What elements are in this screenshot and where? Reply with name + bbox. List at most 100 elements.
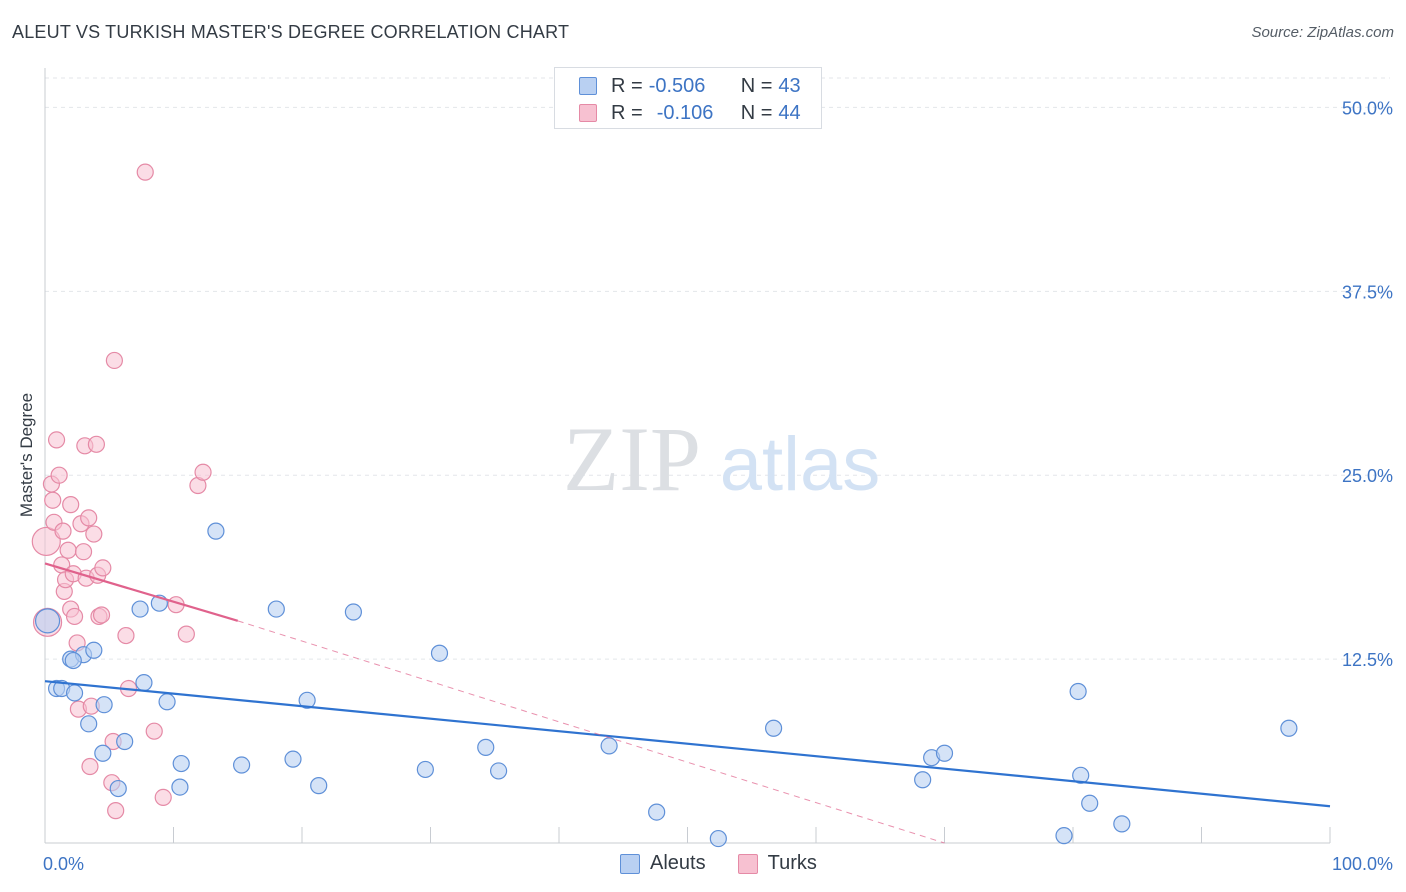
turk-point bbox=[65, 607, 84, 626]
aleuts-points bbox=[34, 522, 1298, 848]
aleut-point bbox=[284, 750, 302, 768]
legend-row-aleuts: R = -0.506 N = 43 bbox=[579, 72, 801, 100]
aleut-point bbox=[135, 674, 153, 692]
aleut-point bbox=[1072, 766, 1090, 784]
turk-point bbox=[177, 625, 195, 643]
r-label: R = bbox=[611, 101, 643, 124]
aleuts-n-value: 43 bbox=[778, 74, 801, 97]
aleut-point bbox=[1069, 682, 1087, 701]
turk-point bbox=[154, 788, 172, 806]
turks-trend-line bbox=[44, 562, 239, 622]
turk-point bbox=[194, 463, 212, 481]
aleut-point bbox=[95, 696, 113, 714]
aleut-point bbox=[64, 651, 82, 670]
y-tick-label: 12.5% bbox=[1342, 650, 1393, 670]
aleut-point bbox=[1113, 815, 1131, 833]
aleut-point bbox=[80, 715, 98, 733]
aleut-point bbox=[116, 732, 134, 751]
axes bbox=[44, 68, 1331, 844]
aleut-point bbox=[65, 684, 84, 702]
aleut-point bbox=[85, 641, 103, 659]
aleuts-swatch bbox=[579, 77, 597, 95]
turks-r-value: -0.106 bbox=[656, 101, 714, 124]
legend-item-aleuts[interactable]: Aleuts bbox=[620, 852, 706, 875]
watermark-zip: ZIP bbox=[563, 408, 701, 510]
chart-title: ALEUT VS TURKISH MASTER'S DEGREE CORRELA… bbox=[12, 22, 570, 42]
aleut-point bbox=[109, 779, 127, 798]
aleut-point bbox=[1081, 794, 1099, 812]
turk-point bbox=[117, 626, 135, 645]
turks-n-value: 44 bbox=[778, 101, 801, 124]
turk-point bbox=[59, 541, 77, 559]
aleut-point bbox=[648, 803, 666, 821]
trend-lines bbox=[44, 562, 1331, 844]
aleuts-label: Aleuts bbox=[650, 852, 706, 874]
turk-point bbox=[145, 722, 163, 740]
aleut-point bbox=[131, 600, 149, 618]
aleut-point bbox=[1055, 827, 1073, 845]
aleut-point bbox=[1280, 719, 1298, 737]
aleuts-swatch bbox=[620, 853, 640, 874]
turks-swatch bbox=[579, 104, 597, 122]
aleut-point bbox=[914, 771, 932, 789]
aleut-point bbox=[709, 829, 727, 848]
aleut-point bbox=[233, 756, 251, 774]
turks-points bbox=[31, 163, 212, 820]
x-tick-label: 0.0% bbox=[43, 854, 84, 874]
aleut-point bbox=[344, 603, 362, 621]
turk-point bbox=[47, 431, 66, 449]
aleut-point bbox=[94, 744, 112, 762]
legend-row-turks: R = -0.106 N = 44 bbox=[579, 99, 801, 127]
r-label: R = bbox=[611, 74, 643, 97]
turk-point bbox=[105, 351, 123, 370]
y-tick-label: 50.0% bbox=[1342, 98, 1393, 118]
turk-point bbox=[94, 559, 112, 577]
series-legend: Aleuts Turks bbox=[620, 852, 849, 875]
turk-point bbox=[31, 526, 61, 557]
aleut-point bbox=[34, 608, 61, 634]
aleut-point bbox=[172, 754, 190, 773]
aleut-point bbox=[490, 762, 508, 780]
aleut-point bbox=[310, 777, 328, 795]
turk-point bbox=[74, 543, 93, 561]
turks-trend-extension bbox=[237, 620, 945, 844]
turk-point bbox=[136, 163, 154, 181]
turks-label: Turks bbox=[767, 852, 817, 874]
aleuts-trend-line bbox=[44, 680, 1331, 808]
aleut-point bbox=[935, 744, 954, 762]
turk-point bbox=[54, 522, 72, 540]
y-tick-label: 37.5% bbox=[1342, 282, 1393, 302]
aleut-point bbox=[267, 600, 285, 618]
aleut-point bbox=[207, 522, 225, 540]
turk-point bbox=[87, 435, 106, 453]
x-tick-label: 100.0% bbox=[1332, 854, 1393, 874]
aleut-point bbox=[416, 760, 434, 779]
turk-point bbox=[80, 509, 98, 527]
aleut-point bbox=[600, 737, 618, 755]
turk-point bbox=[85, 525, 103, 543]
turk-point bbox=[81, 757, 99, 776]
turks-swatch bbox=[737, 853, 758, 874]
correlation-legend: R = -0.506 N = 43 R = -0.106 N = 44 bbox=[554, 67, 822, 129]
aleut-point bbox=[298, 691, 316, 709]
aleut-point bbox=[430, 644, 449, 662]
turk-point bbox=[92, 606, 111, 624]
turk-point bbox=[107, 802, 125, 820]
aleut-point bbox=[764, 719, 783, 737]
watermark: ZIP atlas bbox=[563, 408, 880, 510]
n-label: N = bbox=[740, 74, 773, 97]
turk-point bbox=[62, 496, 80, 514]
turk-point bbox=[50, 466, 68, 484]
legend-item-turks[interactable]: Turks bbox=[737, 852, 817, 875]
y-tick-label: 25.0% bbox=[1342, 466, 1393, 486]
tick-labels: 12.5% 25.0% 37.5% 50.0% 0.0% 100.0% bbox=[43, 98, 1393, 874]
aleut-point bbox=[477, 738, 495, 756]
aleut-point bbox=[171, 778, 189, 796]
grid-lines bbox=[45, 77, 1390, 660]
n-label: N = bbox=[740, 101, 773, 124]
aleut-point bbox=[158, 693, 176, 711]
turk-point bbox=[44, 491, 62, 509]
watermark-atlas: atlas bbox=[720, 422, 881, 507]
aleuts-r-value: -0.506 bbox=[648, 74, 706, 97]
